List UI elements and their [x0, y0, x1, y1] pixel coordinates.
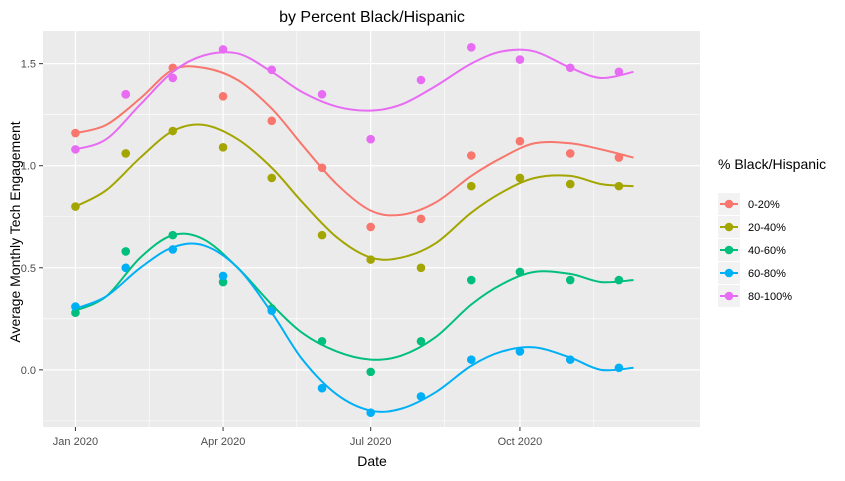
data-point-60-80pct	[317, 383, 327, 393]
y-tick-label: 1.5	[21, 59, 36, 71]
data-point-80-100pct	[416, 75, 426, 85]
data-point-60-80pct	[466, 355, 476, 364]
data-point-40-60pct	[614, 275, 624, 285]
legend-label-60-80pct: 60-80%	[748, 268, 786, 280]
chart-title: by Percent Black/Hispanic	[279, 9, 465, 26]
data-point-0-20pct	[218, 92, 228, 101]
legend-marker-0-20pct	[724, 199, 734, 209]
data-point-0-20pct	[466, 151, 476, 160]
series-line-20-40pct	[74, 123, 634, 261]
data-point-80-100pct	[317, 89, 327, 99]
legend-marker-60-80pct	[724, 268, 734, 278]
x-axis-label: Date	[357, 453, 387, 469]
data-point-80-100pct	[614, 67, 624, 77]
data-point-80-100pct	[267, 65, 277, 75]
series-line-0-20pct	[75, 65, 634, 217]
data-point-20-40pct	[565, 179, 575, 189]
y-tick-label: 1.0	[21, 161, 36, 173]
data-point-0-20pct	[515, 136, 525, 146]
data-point-40-60pct	[515, 267, 525, 277]
data-point-60-80pct	[218, 271, 228, 281]
legend-label-20-40pct: 20-40%	[748, 222, 786, 234]
data-point-80-100pct	[366, 134, 375, 144]
y-tick-label: 0.0	[21, 365, 36, 377]
data-point-40-60pct	[121, 247, 131, 256]
data-point-80-100pct	[121, 89, 131, 99]
data-point-60-80pct	[121, 263, 131, 273]
data-point-20-40pct	[416, 263, 426, 273]
x-tick-label: Oct 2020	[498, 436, 543, 448]
data-point-40-60pct	[366, 367, 375, 377]
legend: % Black/Hispanic 0-20% 20-40% 40-60% 60-80%…	[718, 156, 826, 307]
data-point-0-20pct	[366, 222, 375, 232]
series-line-60-80pct	[75, 242, 634, 413]
data-point-80-100pct	[168, 73, 178, 83]
data-point-60-80pct	[515, 347, 525, 356]
data-point-20-40pct	[267, 173, 277, 183]
y-tick-label: 0.5	[21, 263, 36, 275]
x-tick-label: Apr 2020	[201, 436, 246, 448]
data-point-20-40pct	[515, 173, 525, 183]
data-point-40-60pct	[565, 275, 575, 285]
data-point-20-40pct	[317, 230, 327, 240]
data-point-0-20pct	[565, 149, 575, 158]
data-point-0-20pct	[267, 116, 277, 126]
plot-area: 0.0 0.5 1.0 1.5 Jan 2020 Apr 2020 Jul 2020 Oct …	[21, 31, 700, 448]
legend-marker-80-100pct	[724, 291, 734, 301]
legend-marker-40-60pct	[724, 245, 734, 255]
x-tick-label: Jul 2020	[350, 436, 392, 448]
y-axis-label: Average Monthly Tech Engagement	[7, 121, 23, 342]
data-point-20-40pct	[121, 149, 131, 158]
x-tick-label: Jan 2020	[53, 436, 98, 448]
data-point-0-20pct	[416, 214, 426, 224]
data-point-20-40pct	[218, 143, 228, 152]
series-line-40-60pct	[75, 232, 634, 361]
data-point-40-60pct	[218, 277, 228, 287]
data-point-80-100pct	[515, 55, 525, 64]
legend-label-40-60pct: 40-60%	[748, 245, 786, 257]
legend-label-80-100pct: 80-100%	[748, 291, 792, 303]
series-line-80-100pct	[75, 48, 634, 151]
legend-marker-20-40pct	[724, 222, 734, 232]
data-point-40-60pct	[466, 275, 476, 285]
data-point-80-100pct	[466, 43, 476, 52]
legend-title: % Black/Hispanic	[718, 156, 826, 172]
data-point-20-40pct	[466, 181, 476, 191]
data-point-40-60pct	[416, 336, 426, 346]
legend-label-0-20pct: 0-20%	[748, 199, 780, 211]
data-point-0-20pct	[614, 153, 624, 162]
